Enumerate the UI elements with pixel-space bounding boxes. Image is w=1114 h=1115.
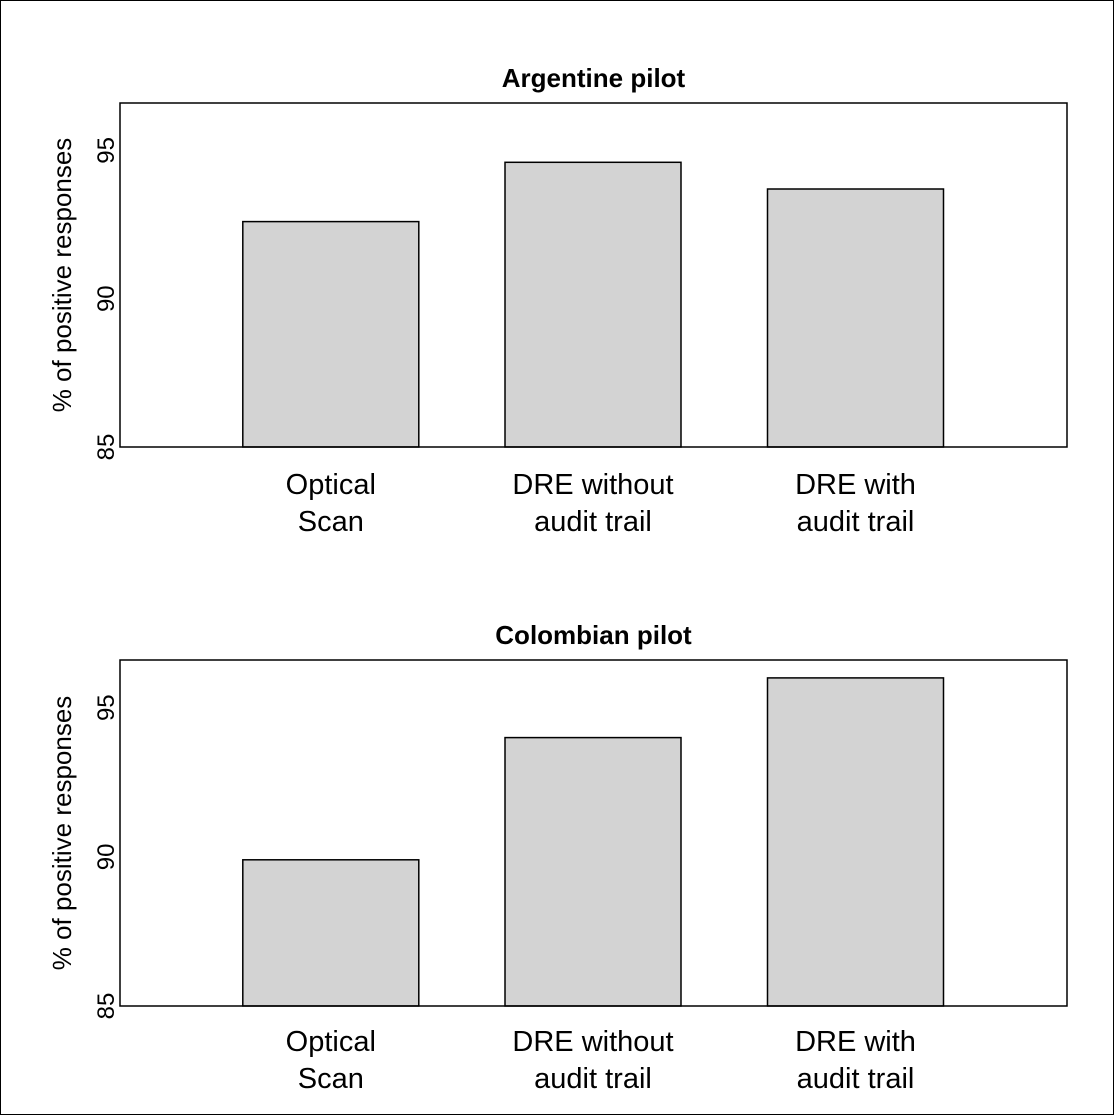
x-tick-label-3-line-1: DRE with — [795, 469, 916, 501]
chart-title: Colombian pilot — [495, 620, 692, 650]
y-tick-label-3: 95 — [93, 137, 120, 164]
x-tick-label-2-line-2: audit trail — [534, 1063, 652, 1095]
chart-panel-2: Optical Scan DRE without audit trail DRE wit… — [47, 620, 1068, 1095]
y-tick-label-1: 85 — [93, 993, 120, 1020]
y-axis-label: % of positive responses — [47, 138, 77, 413]
x-tick-label-1-line-1: Optical — [286, 469, 376, 501]
bar-3 — [766, 188, 945, 448]
y-tick-label-2: 90 — [93, 844, 120, 871]
chart-panel-1: Optical Scan DRE without audit trail DRE wit… — [47, 63, 1068, 538]
x-tick-label-1-line-2: Scan — [298, 506, 364, 538]
x-tick-label-2-line-1: DRE without — [512, 1026, 673, 1058]
chart-title: Argentine pilot — [502, 63, 686, 93]
x-tick-label-3-line-2: audit trail — [797, 1063, 915, 1095]
y-tick-label-3: 95 — [93, 694, 120, 721]
x-tick-label-3-line-2: audit trail — [797, 506, 915, 538]
x-tick-label-3-line-1: DRE with — [795, 1026, 916, 1058]
bar-1 — [242, 859, 420, 1007]
plot-frame — [119, 102, 1068, 448]
x-tick-label-2-line-2: audit trail — [534, 506, 652, 538]
bar-2 — [504, 161, 682, 448]
plot-frame — [119, 659, 1068, 1007]
bar-1 — [242, 220, 420, 448]
x-tick-label-2-line-1: DRE without — [512, 469, 673, 501]
x-tick-label-1-line-2: Scan — [298, 1063, 364, 1095]
x-tick-label-1-line-1: Optical — [286, 1026, 376, 1058]
y-axis-label: % of positive responses — [47, 696, 77, 971]
bar-3 — [766, 677, 945, 1007]
bar-2 — [504, 736, 682, 1007]
y-tick-label-2: 90 — [93, 285, 120, 312]
y-tick-label-1: 85 — [93, 434, 120, 461]
